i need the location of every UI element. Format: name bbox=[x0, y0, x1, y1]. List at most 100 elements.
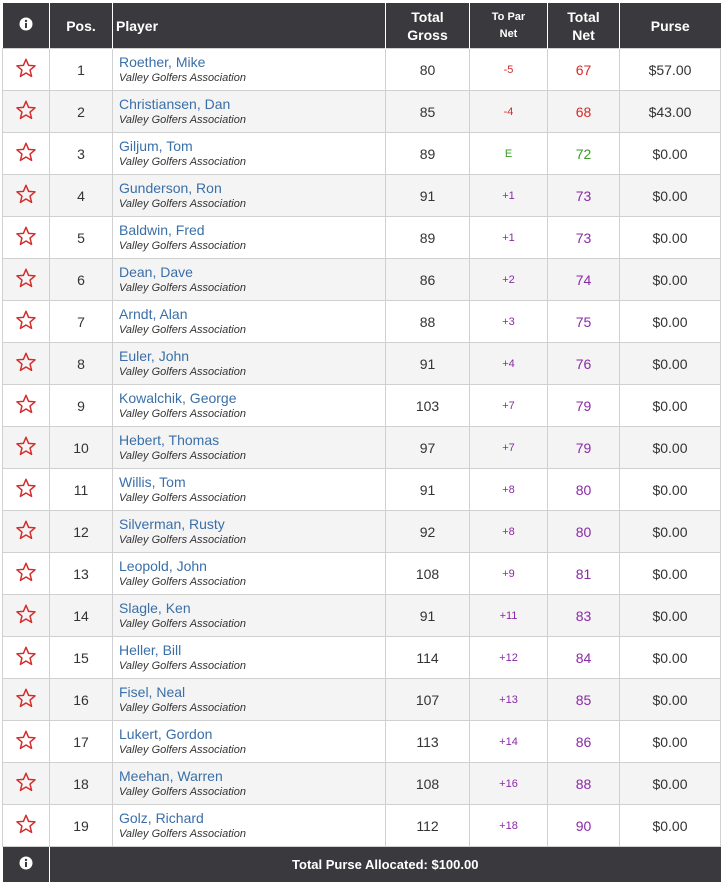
player-name-link[interactable]: Dean, Dave bbox=[119, 263, 193, 280]
favorite-toggle[interactable] bbox=[2, 300, 50, 343]
player-cell: Willis, Tom Valley Golfers Association bbox=[112, 468, 386, 511]
favorite-toggle[interactable] bbox=[2, 762, 50, 805]
position: 2 bbox=[49, 90, 113, 133]
info-icon bbox=[19, 856, 33, 870]
favorite-toggle[interactable] bbox=[2, 720, 50, 763]
table-row[interactable]: 7 Arndt, Alan Valley Golfers Association 88… bbox=[2, 300, 721, 343]
player-name-link[interactable]: Euler, John bbox=[119, 347, 190, 364]
total-gross: 114 bbox=[385, 636, 470, 679]
favorite-toggle[interactable] bbox=[2, 90, 50, 133]
header-pos[interactable]: Pos. bbox=[49, 3, 113, 49]
table-row[interactable]: 15 Heller, Bill Valley Golfers Association… bbox=[2, 636, 721, 679]
player-name-link[interactable]: Roether, Mike bbox=[119, 53, 206, 70]
favorite-toggle[interactable] bbox=[2, 594, 50, 637]
table-row[interactable]: 18 Meehan, Warren Valley Golfers Associati… bbox=[2, 762, 721, 805]
favorite-toggle[interactable] bbox=[2, 552, 50, 595]
total-net: 88 bbox=[547, 762, 620, 805]
player-club: Valley Golfers Association bbox=[119, 407, 246, 420]
table-row[interactable]: 11 Willis, Tom Valley Golfers Association 9… bbox=[2, 468, 721, 511]
to-par-net: E bbox=[469, 132, 548, 175]
total-gross: 91 bbox=[385, 594, 470, 637]
purse: $0.00 bbox=[619, 174, 721, 217]
to-par-net: +14 bbox=[469, 720, 548, 763]
position: 11 bbox=[49, 468, 113, 511]
header-purse[interactable]: Purse bbox=[619, 3, 721, 49]
table-row[interactable]: 17 Lukert, Gordon Valley Golfers Associati… bbox=[2, 720, 721, 763]
total-gross: 113 bbox=[385, 720, 470, 763]
table-row[interactable]: 12 Silverman, Rusty Valley Golfers Associa… bbox=[2, 510, 721, 553]
table-row[interactable]: 19 Golz, Richard Valley Golfers Associatio… bbox=[2, 804, 721, 847]
favorite-toggle[interactable] bbox=[2, 510, 50, 553]
player-name-link[interactable]: Christiansen, Dan bbox=[119, 95, 231, 112]
player-name-link[interactable]: Baldwin, Fred bbox=[119, 221, 205, 238]
player-name-link[interactable]: Silverman, Rusty bbox=[119, 515, 225, 532]
favorite-toggle[interactable] bbox=[2, 636, 50, 679]
player-name-link[interactable]: Hebert, Thomas bbox=[119, 431, 220, 448]
table-row[interactable]: 10 Hebert, Thomas Valley Golfers Associati… bbox=[2, 426, 721, 469]
favorite-toggle[interactable] bbox=[2, 48, 50, 91]
player-name-link[interactable]: Fisel, Neal bbox=[119, 683, 186, 700]
player-name-link[interactable]: Lukert, Gordon bbox=[119, 725, 213, 742]
table-row[interactable]: 13 Leopold, John Valley Golfers Associatio… bbox=[2, 552, 721, 595]
table-row[interactable]: 8 Euler, John Valley Golfers Association 91… bbox=[2, 342, 721, 385]
player-cell: Gunderson, Ron Valley Golfers Association bbox=[112, 174, 386, 217]
favorite-toggle[interactable] bbox=[2, 468, 50, 511]
table-row[interactable]: 3 Giljum, Tom Valley Golfers Association 89… bbox=[2, 132, 721, 175]
total-gross: 108 bbox=[385, 552, 470, 595]
player-cell: Baldwin, Fred Valley Golfers Association bbox=[112, 216, 386, 259]
position: 15 bbox=[49, 636, 113, 679]
favorite-toggle[interactable] bbox=[2, 342, 50, 385]
table-row[interactable]: 2 Christiansen, Dan Valley Golfers Associa… bbox=[2, 90, 721, 133]
player-name-link[interactable]: Kowalchik, George bbox=[119, 389, 237, 406]
purse: $0.00 bbox=[619, 216, 721, 259]
table-row[interactable]: 6 Dean, Dave Valley Golfers Association 86 +… bbox=[2, 258, 721, 301]
header-info[interactable] bbox=[2, 3, 50, 49]
star-outline-icon bbox=[16, 184, 36, 204]
player-name-link[interactable]: Gunderson, Ron bbox=[119, 179, 222, 196]
purse: $0.00 bbox=[619, 510, 721, 553]
purse: $0.00 bbox=[619, 720, 721, 763]
purse: $0.00 bbox=[619, 552, 721, 595]
player-cell: Arndt, Alan Valley Golfers Association bbox=[112, 300, 386, 343]
favorite-toggle[interactable] bbox=[2, 132, 50, 175]
footer-info[interactable] bbox=[2, 846, 50, 882]
header-to-par-net[interactable]: To Par Net bbox=[469, 3, 548, 49]
player-name-link[interactable]: Arndt, Alan bbox=[119, 305, 188, 322]
table-row[interactable]: 4 Gunderson, Ron Valley Golfers Associatio… bbox=[2, 174, 721, 217]
player-name-link[interactable]: Giljum, Tom bbox=[119, 137, 193, 154]
favorite-toggle[interactable] bbox=[2, 216, 50, 259]
favorite-toggle[interactable] bbox=[2, 174, 50, 217]
header-total-gross-label: Total Gross bbox=[407, 8, 448, 43]
table-row[interactable]: 14 Slagle, Ken Valley Golfers Association 9… bbox=[2, 594, 721, 637]
player-name-link[interactable]: Slagle, Ken bbox=[119, 599, 191, 616]
player-club: Valley Golfers Association bbox=[119, 533, 246, 546]
favorite-toggle[interactable] bbox=[2, 678, 50, 721]
player-cell: Golz, Richard Valley Golfers Association bbox=[112, 804, 386, 847]
header-total-gross[interactable]: Total Gross bbox=[385, 3, 470, 49]
player-club: Valley Golfers Association bbox=[119, 659, 246, 672]
table-row[interactable]: 9 Kowalchik, George Valley Golfers Associa… bbox=[2, 384, 721, 427]
header-total-net[interactable]: Total Net bbox=[547, 3, 620, 49]
favorite-toggle[interactable] bbox=[2, 426, 50, 469]
table-row[interactable]: 16 Fisel, Neal Valley Golfers Association 1… bbox=[2, 678, 721, 721]
favorite-toggle[interactable] bbox=[2, 384, 50, 427]
player-name-link[interactable]: Willis, Tom bbox=[119, 473, 186, 490]
to-par-net: +4 bbox=[469, 342, 548, 385]
header-player[interactable]: Player bbox=[112, 3, 386, 49]
total-gross: 88 bbox=[385, 300, 470, 343]
favorite-toggle[interactable] bbox=[2, 804, 50, 847]
player-cell: Roether, Mike Valley Golfers Association bbox=[112, 48, 386, 91]
player-cell: Kowalchik, George Valley Golfers Associat… bbox=[112, 384, 386, 427]
total-net: 68 bbox=[547, 90, 620, 133]
player-name-link[interactable]: Meehan, Warren bbox=[119, 767, 223, 784]
total-net: 67 bbox=[547, 48, 620, 91]
table-row[interactable]: 1 Roether, Mike Valley Golfers Association… bbox=[2, 48, 721, 91]
player-name-link[interactable]: Leopold, John bbox=[119, 557, 207, 574]
player-name-link[interactable]: Heller, Bill bbox=[119, 641, 182, 658]
favorite-toggle[interactable] bbox=[2, 258, 50, 301]
player-name-link[interactable]: Golz, Richard bbox=[119, 809, 204, 826]
to-par-net: +9 bbox=[469, 552, 548, 595]
to-par-net: +1 bbox=[469, 174, 548, 217]
purse: $0.00 bbox=[619, 762, 721, 805]
table-row[interactable]: 5 Baldwin, Fred Valley Golfers Association… bbox=[2, 216, 721, 259]
